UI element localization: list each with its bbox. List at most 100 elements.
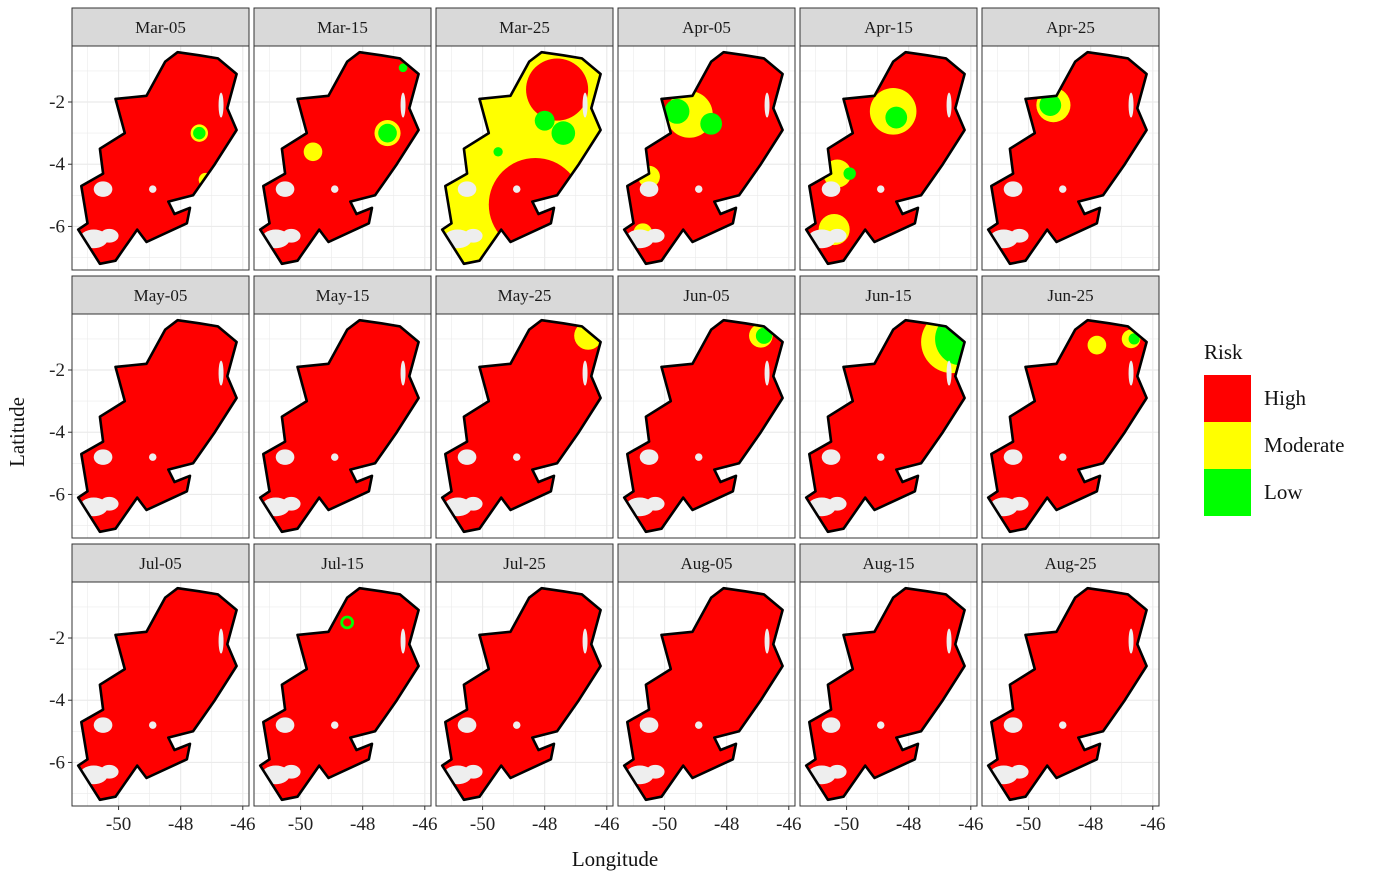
nodata-patch bbox=[639, 717, 659, 733]
region-boundary bbox=[76, 318, 238, 534]
y-tick-label: -2 bbox=[49, 92, 65, 113]
nodata-patch bbox=[99, 496, 119, 511]
nodata-patch bbox=[1009, 228, 1029, 243]
nodata-patch bbox=[946, 628, 952, 654]
facet-strip-label: Mar-05 bbox=[135, 18, 186, 37]
facet-strip bbox=[435, 7, 614, 47]
region-boundary bbox=[804, 586, 966, 802]
nodata-patch bbox=[99, 228, 119, 243]
facet-panel: Jun-25 bbox=[981, 275, 1160, 539]
nodata-patch bbox=[463, 228, 483, 243]
region-boundary bbox=[440, 50, 602, 266]
risk-zone-moderate bbox=[303, 142, 323, 162]
nodata-patch bbox=[513, 185, 521, 193]
facet-panel: Apr-25 bbox=[981, 7, 1160, 271]
risk-zone-low bbox=[398, 63, 408, 73]
nodata-patch bbox=[1128, 628, 1134, 654]
panel-border bbox=[981, 313, 1160, 539]
nodata-patch bbox=[281, 496, 301, 511]
panel-border bbox=[981, 581, 1160, 807]
legend-key-moderate bbox=[1204, 422, 1251, 469]
nodata-patch bbox=[645, 496, 665, 511]
nodata-patch bbox=[582, 360, 588, 386]
risk-zone-low bbox=[755, 327, 773, 344]
facet-panel: May-25 bbox=[435, 275, 614, 539]
facet-strip bbox=[71, 275, 250, 315]
facet-panel: May-15 bbox=[253, 275, 432, 539]
x-tick-label: -46 bbox=[1140, 814, 1165, 835]
nodata-patch bbox=[400, 628, 406, 654]
risk-zone-high bbox=[526, 58, 589, 121]
facet-strip-label: Aug-05 bbox=[681, 554, 733, 573]
risk-zone-low bbox=[193, 126, 206, 140]
nodata-patch bbox=[400, 92, 406, 118]
nodata-patch bbox=[1009, 764, 1029, 779]
nodata-patch bbox=[1003, 717, 1023, 733]
region-boundary bbox=[258, 50, 420, 266]
facet-strip-label: May-15 bbox=[316, 286, 370, 305]
axes: -2 -4 -6 -2 -4 -6 -2 -4 -6 -50 -48 -46 -50 -48 -46 -50 -… bbox=[49, 92, 1165, 835]
nodata-patch bbox=[827, 228, 847, 243]
nodata-patch bbox=[946, 92, 952, 118]
y-tick-label: -2 bbox=[49, 628, 65, 649]
facet-strip-label: Mar-25 bbox=[499, 18, 550, 37]
panel-border bbox=[617, 45, 796, 271]
region-boundary bbox=[622, 586, 784, 802]
nodata-patch bbox=[582, 92, 588, 118]
nodata-patch bbox=[218, 360, 224, 386]
x-tick-label: -46 bbox=[958, 814, 983, 835]
facet-strip-label: May-25 bbox=[498, 286, 552, 305]
legend-label: Moderate bbox=[1264, 433, 1344, 457]
y-tick-label: -6 bbox=[49, 752, 65, 773]
x-tick-label: -48 bbox=[714, 814, 739, 835]
facet-panel: Mar-15 bbox=[253, 7, 432, 271]
facet-strip-label: Apr-05 bbox=[682, 18, 731, 37]
nodata-patch bbox=[695, 185, 703, 193]
region-boundary bbox=[986, 586, 1148, 802]
facet-strip bbox=[253, 275, 432, 315]
facet-strip-label: Aug-25 bbox=[1045, 554, 1097, 573]
panel-border bbox=[435, 45, 614, 271]
region-boundary bbox=[258, 318, 420, 534]
panel-border bbox=[253, 581, 432, 807]
facet-panel: Aug-25 bbox=[981, 543, 1160, 807]
nodata-patch bbox=[645, 228, 665, 243]
nodata-patch bbox=[821, 181, 841, 197]
nodata-patch bbox=[331, 453, 339, 461]
region-boundary bbox=[622, 318, 784, 534]
x-tick-label: -50 bbox=[652, 814, 677, 835]
nodata-patch bbox=[218, 92, 224, 118]
panel-border bbox=[71, 45, 250, 271]
panel-border bbox=[253, 313, 432, 539]
nodata-patch bbox=[281, 764, 301, 779]
region-boundary bbox=[804, 318, 966, 534]
panel-border bbox=[71, 581, 250, 807]
panel-border bbox=[71, 313, 250, 539]
nodata-patch bbox=[93, 717, 113, 733]
risk-zone-low bbox=[700, 112, 723, 135]
facet-strip bbox=[253, 7, 432, 47]
nodata-patch bbox=[281, 228, 301, 243]
nodata-patch bbox=[639, 449, 659, 465]
nodata-patch bbox=[1059, 185, 1067, 193]
x-tick-label: -46 bbox=[412, 814, 437, 835]
facet-strip-label: Apr-25 bbox=[1046, 18, 1095, 37]
facet-strip bbox=[617, 7, 796, 47]
facet-strip bbox=[71, 543, 250, 583]
risk-zone-low bbox=[534, 110, 555, 131]
facet-strip bbox=[435, 275, 614, 315]
facet-strip bbox=[435, 543, 614, 583]
nodata-patch bbox=[877, 453, 885, 461]
nodata-patch bbox=[821, 717, 841, 733]
nodata-patch bbox=[457, 181, 477, 197]
facet-strip-label: Aug-15 bbox=[863, 554, 915, 573]
nodata-patch bbox=[275, 449, 295, 465]
nodata-patch bbox=[93, 449, 113, 465]
y-tick-label: -6 bbox=[49, 216, 65, 237]
legend-key-high bbox=[1204, 375, 1251, 422]
nodata-patch bbox=[99, 764, 119, 779]
nodata-patch bbox=[821, 449, 841, 465]
nodata-patch bbox=[1059, 721, 1067, 729]
y-tick-label: -6 bbox=[49, 484, 65, 505]
y-tick-label: -2 bbox=[49, 360, 65, 381]
